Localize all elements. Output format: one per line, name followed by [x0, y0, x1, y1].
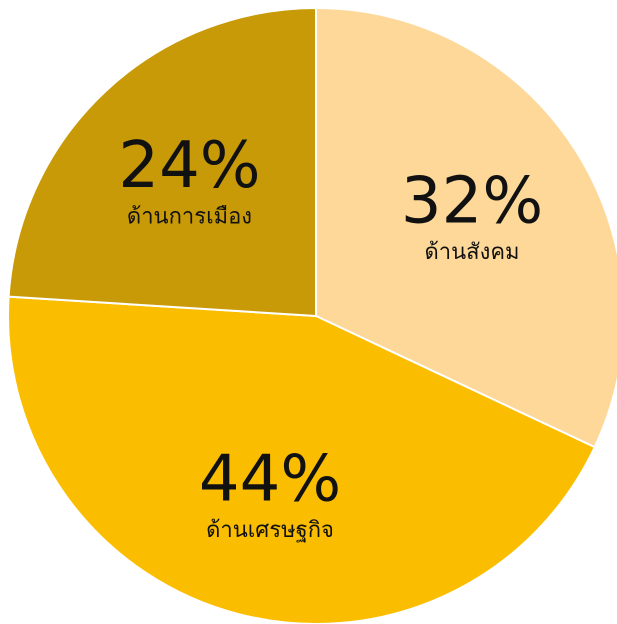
slice-category-label: ด้านการเมือง	[127, 204, 252, 229]
slice-value-label: 24%	[118, 129, 260, 203]
slice-value-label: 32%	[401, 165, 543, 239]
slice-category-label: ด้านสังคม	[424, 240, 519, 265]
slice-category-label: ด้านเศรษฐกิจ	[206, 518, 334, 543]
pie-slice	[7, 6, 317, 318]
slice-value-label: 44%	[199, 443, 341, 517]
pie-slice	[315, 6, 617, 449]
pie-slice	[7, 295, 597, 624]
